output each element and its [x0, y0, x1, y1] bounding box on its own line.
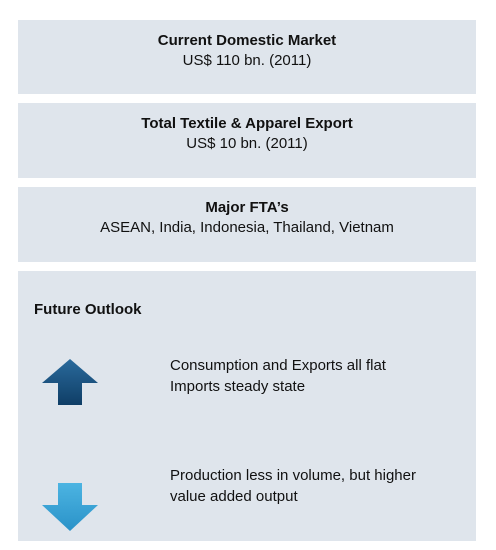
- section-box: Total Textile & Apparel Export US$ 10 bn…: [18, 103, 476, 178]
- outlook-box: Future Outlook Consumption and Exports a…: [18, 271, 476, 541]
- outlook-text: Production less in volume, but higher: [170, 467, 416, 484]
- section-value: US$ 110 bn. (2011): [182, 52, 312, 69]
- arrow-up: [42, 359, 98, 405]
- outlook-text: Consumption and Exports all flat: [170, 357, 386, 374]
- section-title: Current Domestic Market: [157, 32, 337, 49]
- section-value: ASEAN, India, Indonesia, Thailand, Vietn…: [100, 219, 394, 236]
- outlook-title: Future Outlook: [34, 301, 142, 318]
- section-title: Total Textile & Apparel Export: [141, 115, 353, 132]
- section-box: Major FTA’s ASEAN, India, Indonesia, Tha…: [18, 187, 476, 262]
- outlook-text: value added output: [170, 488, 298, 505]
- section-title: Major FTA’s: [205, 199, 289, 216]
- section-box: Current Domestic Market US$ 110 bn. (201…: [18, 20, 476, 94]
- arrow-down: [42, 483, 98, 531]
- section-value: US$ 10 bn. (2011): [186, 135, 308, 152]
- outlook-text: Imports steady state: [170, 378, 306, 395]
